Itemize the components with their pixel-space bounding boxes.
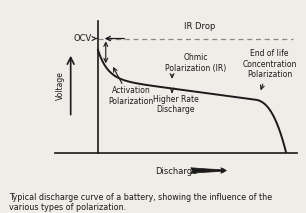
Text: End of life
Concentration
Polarization: End of life Concentration Polarization [242,49,297,79]
Text: Higher Rate
Discharge: Higher Rate Discharge [153,95,199,114]
Text: Voltage: Voltage [56,71,65,100]
Text: IR Drop: IR Drop [184,22,215,31]
Text: Discharge: Discharge [155,167,197,176]
Text: OCV: OCV [74,34,92,43]
Text: Typical discharge curve of a battery, showing the influence of the
various types: Typical discharge curve of a battery, sh… [9,193,272,212]
Text: Ohmic
Polarization (IR): Ohmic Polarization (IR) [165,53,226,73]
Text: Activation
Polarization: Activation Polarization [109,86,154,106]
